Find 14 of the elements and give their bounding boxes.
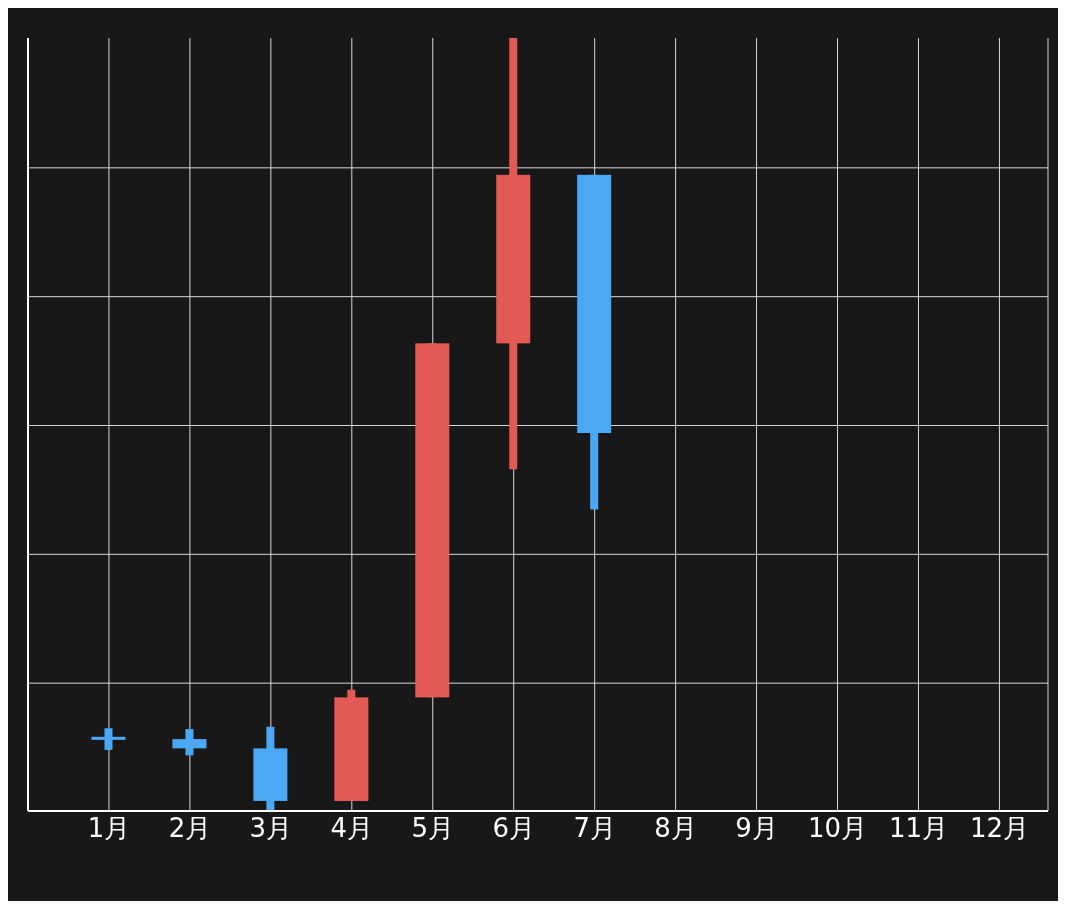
x-tick-label: 12月	[969, 813, 1029, 844]
x-tick-label: 3月	[249, 813, 293, 844]
x-tick-label: 8月	[654, 813, 697, 844]
x-tick-label: 6月	[492, 813, 535, 844]
x-tick-label: 7月	[573, 813, 616, 844]
x-tick-label: 5月	[411, 813, 455, 844]
x-tick-label: 4月	[330, 813, 374, 844]
x-tick-label: 10月	[807, 813, 868, 844]
x-tick-label: 11月	[888, 813, 949, 844]
x-tick-label: 2月	[168, 813, 212, 844]
candlestick	[91, 728, 126, 750]
x-tick-label: 9月	[735, 813, 778, 844]
x-tick-label: 1月	[87, 813, 131, 844]
candlestick	[172, 729, 207, 756]
